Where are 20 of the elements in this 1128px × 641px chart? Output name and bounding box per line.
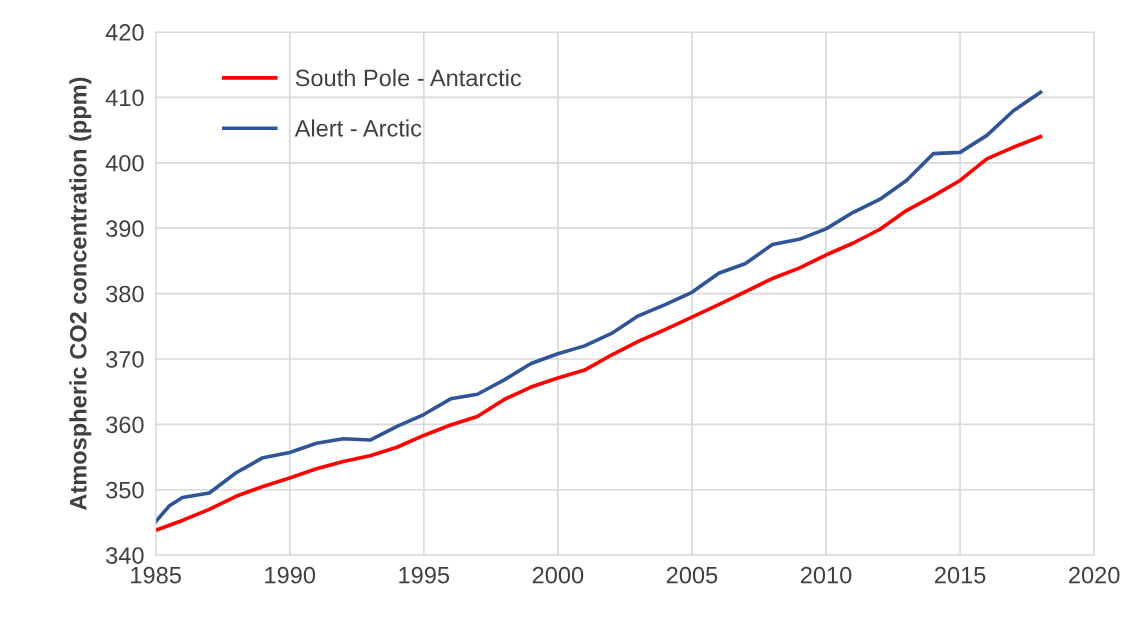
y-tick-label: 420 [105, 24, 144, 41]
y-tick-label: 370 [106, 351, 144, 368]
x-tick-label: 2005 [666, 566, 718, 584]
y-tick-label: 340 [106, 547, 144, 564]
x-tick-label: 1990 [265, 566, 316, 584]
x-tick-label: 2010 [800, 566, 852, 584]
y-tick-label: 350 [106, 481, 144, 499]
x-tick-label: 2020 [1069, 566, 1120, 584]
y-tick-label: 400 [105, 154, 144, 172]
y-tick-label: 360 [106, 416, 144, 434]
x-tick-label: 1985 [131, 566, 181, 584]
y-tick-label: 390 [106, 220, 144, 237]
y-tick-label: 380 [106, 285, 144, 303]
y-axis-title: Atmospheric CO2 concentration (ppm) [69, 77, 92, 511]
x-tick-label: 1995 [399, 566, 450, 584]
x-tick-label: 2015 [935, 566, 986, 584]
y-tick-label: 410 [105, 89, 144, 107]
legend-label: Alert - Arctic [294, 119, 422, 137]
x-tick-label: 2000 [532, 566, 584, 584]
legend-label: South Pole - Antarctic [295, 68, 522, 87]
